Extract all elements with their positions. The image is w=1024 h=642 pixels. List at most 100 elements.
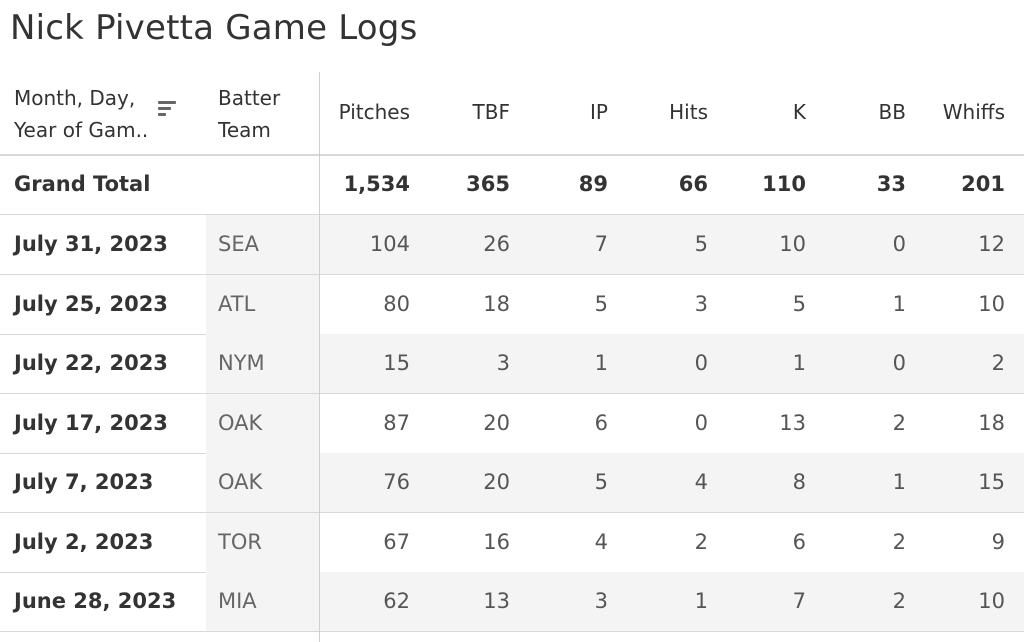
total-ip: 89 bbox=[578, 172, 608, 196]
header-date[interactable]: Month, Day, Year of Gam.. bbox=[14, 82, 148, 146]
cell-whiffs: 15 bbox=[978, 470, 1005, 494]
table-row[interactable]: July 31, 2023 SEA 104 26 7 5 10 0 12 bbox=[0, 215, 1024, 275]
table-row[interactable]: June 28, 2023 MIA 62 13 3 1 7 2 10 bbox=[0, 572, 1024, 632]
total-tbf: 365 bbox=[466, 172, 510, 196]
cell-ip: 1 bbox=[594, 351, 608, 375]
cell-tbf: 18 bbox=[483, 291, 510, 316]
cell-pitches: 87 bbox=[383, 410, 410, 435]
cell-pitches: 62 bbox=[383, 589, 410, 613]
cell-k: 5 bbox=[792, 291, 806, 316]
cell-bb: 1 bbox=[892, 470, 906, 494]
cell-date: June 28, 2023 bbox=[14, 589, 177, 613]
cell-whiffs: 12 bbox=[978, 232, 1005, 256]
page-title: Nick Pivetta Game Logs bbox=[10, 8, 418, 48]
header-bb[interactable]: BB bbox=[878, 100, 906, 124]
cell-tbf: 26 bbox=[483, 232, 510, 256]
cell-tbf: 16 bbox=[483, 529, 510, 554]
total-k: 110 bbox=[762, 172, 806, 196]
cell-k: 10 bbox=[779, 232, 806, 256]
header-team-line2: Team bbox=[218, 118, 271, 142]
team-cell-background bbox=[206, 453, 319, 512]
row-background bbox=[320, 334, 1024, 393]
total-hits: 66 bbox=[678, 172, 708, 196]
cell-date: July 2, 2023 bbox=[14, 529, 154, 554]
team-cell-background bbox=[206, 274, 319, 334]
cell-date: July 25, 2023 bbox=[14, 291, 168, 316]
cell-pitches: 80 bbox=[383, 291, 410, 316]
table-row[interactable]: July 17, 2023 OAK 87 20 6 0 13 2 18 bbox=[0, 393, 1024, 454]
cell-tbf: 13 bbox=[483, 589, 510, 613]
table-row[interactable]: July 2, 2023 TOR 67 16 4 2 6 2 9 bbox=[0, 512, 1024, 573]
team-cell-background bbox=[206, 393, 319, 453]
cell-hits: 5 bbox=[694, 232, 708, 256]
cell-team: NYM bbox=[218, 351, 265, 375]
cell-hits: 1 bbox=[694, 589, 708, 613]
cell-bb: 2 bbox=[892, 529, 906, 554]
row-background bbox=[320, 275, 1024, 334]
cell-k: 13 bbox=[779, 410, 806, 435]
cell-k: 1 bbox=[792, 351, 806, 375]
cell-whiffs: 9 bbox=[991, 529, 1005, 554]
grand-total-label: Grand Total bbox=[14, 172, 151, 196]
cell-pitches: 67 bbox=[383, 529, 410, 554]
cell-ip: 6 bbox=[594, 410, 608, 435]
cell-bb: 2 bbox=[892, 589, 906, 613]
cell-hits: 2 bbox=[694, 529, 708, 554]
row-background bbox=[320, 215, 1024, 274]
header-tbf[interactable]: TBF bbox=[472, 100, 510, 124]
cell-ip: 7 bbox=[594, 232, 608, 256]
table-header: Month, Day, Year of Gam.. Batter Team Pi… bbox=[0, 72, 1024, 156]
cell-ip: 5 bbox=[594, 291, 608, 316]
column-divider bbox=[319, 72, 320, 642]
sort-icon[interactable] bbox=[158, 101, 178, 121]
cell-team: MIA bbox=[218, 589, 257, 613]
cell-tbf: 20 bbox=[483, 410, 510, 435]
header-pitches[interactable]: Pitches bbox=[338, 100, 410, 124]
cell-whiffs: 2 bbox=[991, 351, 1005, 375]
cell-ip: 3 bbox=[594, 589, 608, 613]
row-background bbox=[320, 453, 1024, 512]
cell-hits: 0 bbox=[694, 351, 708, 375]
header-ip[interactable]: IP bbox=[590, 100, 608, 124]
total-bb: 33 bbox=[876, 172, 906, 196]
cell-k: 8 bbox=[792, 470, 806, 494]
cell-team: TOR bbox=[218, 529, 262, 554]
table-row[interactable]: July 25, 2023 ATL 80 18 5 3 5 1 10 bbox=[0, 274, 1024, 335]
header-k[interactable]: K bbox=[792, 100, 806, 124]
table-row[interactable]: July 22, 2023 NYM 15 3 1 0 1 0 2 bbox=[0, 334, 1024, 394]
cell-date: July 7, 2023 bbox=[14, 470, 154, 494]
cell-date: July 31, 2023 bbox=[14, 232, 168, 256]
row-background bbox=[320, 394, 1024, 453]
cell-tbf: 20 bbox=[483, 470, 510, 494]
total-pitches: 1,534 bbox=[343, 172, 410, 196]
header-whiffs[interactable]: Whiffs bbox=[942, 100, 1005, 124]
cell-ip: 4 bbox=[594, 529, 608, 554]
cell-bb: 1 bbox=[892, 291, 906, 316]
header-team[interactable]: Batter Team bbox=[218, 82, 280, 146]
cell-team: OAK bbox=[218, 410, 263, 435]
cell-bb: 2 bbox=[892, 410, 906, 435]
grand-total-row[interactable]: Grand Total 1,534 365 89 66 110 33 201 bbox=[0, 155, 1024, 215]
team-cell-background bbox=[206, 572, 319, 631]
cell-hits: 3 bbox=[694, 291, 708, 316]
table-row[interactable]: July 7, 2023 OAK 76 20 5 4 8 1 15 bbox=[0, 453, 1024, 513]
header-team-line1: Batter bbox=[218, 86, 281, 110]
cell-team: SEA bbox=[218, 232, 259, 256]
cell-pitches: 76 bbox=[383, 470, 410, 494]
cell-bb: 0 bbox=[892, 232, 906, 256]
cell-whiffs: 10 bbox=[978, 589, 1005, 613]
row-background bbox=[320, 513, 1024, 572]
cell-whiffs: 18 bbox=[978, 410, 1005, 435]
header-date-line1: Month, Day, bbox=[14, 86, 136, 110]
cell-hits: 0 bbox=[694, 410, 708, 435]
header-hits[interactable]: Hits bbox=[669, 100, 708, 124]
cell-team: OAK bbox=[218, 470, 263, 494]
cell-pitches: 104 bbox=[369, 232, 410, 256]
team-cell-background bbox=[206, 512, 319, 572]
cell-k: 6 bbox=[792, 529, 806, 554]
cell-date: July 22, 2023 bbox=[14, 351, 168, 375]
row-background bbox=[320, 572, 1024, 631]
header-date-line2: Year of Gam.. bbox=[14, 118, 149, 142]
team-cell-background bbox=[206, 215, 319, 274]
cell-k: 7 bbox=[792, 589, 806, 613]
